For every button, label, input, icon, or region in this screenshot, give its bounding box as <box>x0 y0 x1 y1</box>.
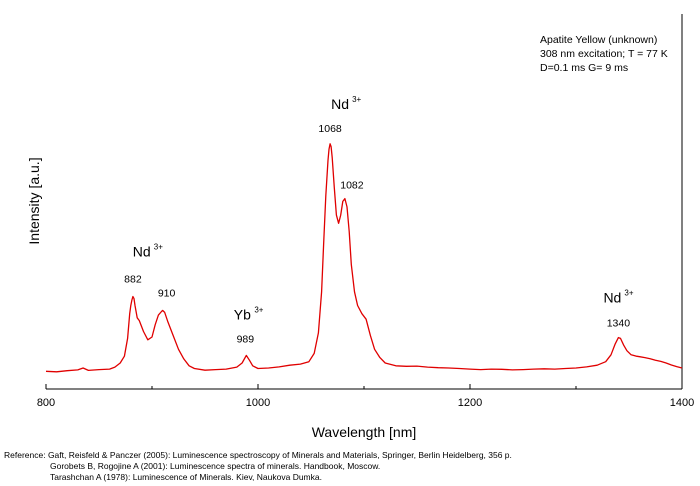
ion-label-base: Yb <box>234 306 251 322</box>
ion-label-charge: 3+ <box>254 305 263 314</box>
peak-label-1082: 1082 <box>340 180 364 192</box>
info-line-delay-gate: D=0.1 ms G= 9 ms <box>540 62 628 74</box>
spectrum-series-line-0 <box>45 143 683 373</box>
y-axis-title: Intensity [a.u.] <box>26 157 42 244</box>
ion-label-nd-3: Nd 3+ <box>603 289 633 306</box>
ion-labels: Nd 3+Nd 3+Yb 3+Nd 3+ <box>133 95 634 323</box>
x-tick-label-1400: 1400 <box>670 397 694 409</box>
series-group <box>45 143 683 373</box>
references: Reference: Gaft, Reisfeld & Panczer (200… <box>4 450 512 483</box>
x-tick-label-1200: 1200 <box>458 397 482 409</box>
ion-label-base: Nd <box>133 243 151 259</box>
ion-label-charge: 3+ <box>154 242 163 251</box>
reference-line-3: Tarashchan A (1978): Luminescence of Min… <box>50 472 322 482</box>
peak-label-1340: 1340 <box>607 318 631 330</box>
x-axis-title: Wavelength [nm] <box>312 424 417 440</box>
ion-label-base: Nd <box>331 96 349 112</box>
peak-label-989: 989 <box>237 333 255 345</box>
peak-labels: 882 910 989 1068 1082 1340 <box>124 123 630 346</box>
ion-label-nd-1: Nd 3+ <box>133 242 163 259</box>
reference-line-1: Reference: Gaft, Reisfeld & Panczer (200… <box>4 450 512 460</box>
peak-label-882: 882 <box>124 273 142 285</box>
x-axis-ticks: 800 1000 1200 1400 <box>37 384 694 409</box>
ion-label-nd-0: Nd 3+ <box>331 95 361 112</box>
info-box: Apatite Yellow (unknown) 308 nm excitati… <box>540 34 668 74</box>
info-line-excitation: 308 nm excitation; T = 77 K <box>540 48 668 60</box>
ion-label-base: Nd <box>603 290 621 306</box>
peak-label-910: 910 <box>158 287 176 299</box>
info-line-sample: Apatite Yellow (unknown) <box>540 34 657 46</box>
peak-label-1068: 1068 <box>318 123 342 135</box>
ion-label-yb-2: Yb 3+ <box>234 305 264 322</box>
ion-label-charge: 3+ <box>624 289 633 298</box>
reference-line-2: Gorobets B, Rogojine A (2001): Luminesce… <box>50 461 381 471</box>
x-tick-label-1000: 1000 <box>246 397 270 409</box>
x-tick-label-800: 800 <box>37 397 55 409</box>
ion-label-charge: 3+ <box>352 95 361 104</box>
